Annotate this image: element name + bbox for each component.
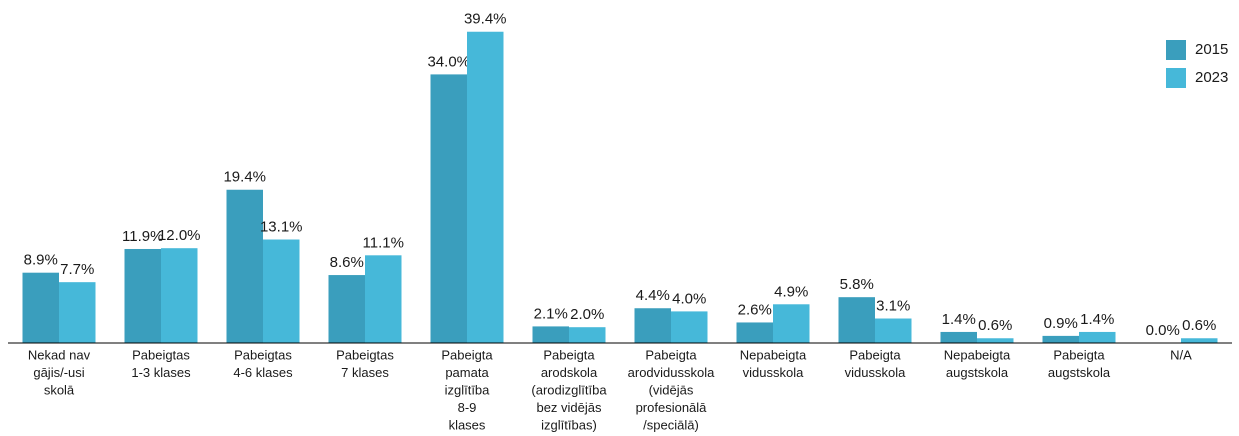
value-label: 3.1%	[876, 297, 910, 314]
bar	[1042, 335, 1079, 343]
x-tick-label: (arodizglītība	[531, 382, 607, 397]
value-label: 34.0%	[427, 53, 470, 70]
x-tick-label: profesionālā	[636, 400, 708, 415]
x-tick-label: izglītība	[445, 382, 491, 397]
bar	[875, 318, 912, 343]
bar	[1181, 338, 1218, 343]
bar	[569, 327, 606, 343]
x-tick-label: Nepabeigta	[740, 347, 807, 362]
x-tick-label: vidusskola	[845, 365, 906, 380]
x-tick-label: augstskola	[1048, 365, 1111, 380]
x-tick-label: Pabeigta	[1053, 347, 1105, 362]
x-tick-label: 1-3 klases	[131, 365, 191, 380]
bar	[430, 74, 467, 344]
x-tick-label: klases	[449, 417, 486, 432]
legend-label: 2015	[1195, 41, 1228, 58]
x-tick-label: Nepabeigta	[944, 347, 1011, 362]
value-label: 7.7%	[60, 261, 94, 278]
bar	[124, 248, 161, 343]
value-label: 12.0%	[158, 227, 201, 244]
bar	[940, 331, 977, 343]
x-tick-label: Pabeigta	[543, 347, 595, 362]
x-tick-label: 4-6 klases	[233, 365, 293, 380]
x-tick-label: Pabeigtas	[132, 347, 190, 362]
value-label: 11.9%	[122, 228, 163, 245]
bar	[736, 322, 773, 343]
value-label: 5.8%	[840, 276, 874, 293]
value-label: 0.6%	[1182, 317, 1216, 334]
value-label: 2.0%	[570, 306, 604, 323]
x-tick-label: Nekad nav	[28, 347, 91, 362]
bar	[838, 297, 875, 343]
x-tick-label: arodvidusskola	[628, 365, 715, 380]
bar	[161, 248, 198, 343]
legend-swatch	[1166, 68, 1186, 88]
bar	[59, 282, 96, 343]
value-label: 1.4%	[1080, 311, 1114, 328]
value-label: 1.4%	[942, 311, 976, 328]
x-tick-label: Pabeigtas	[234, 347, 292, 362]
bar	[263, 239, 300, 343]
legend-swatch	[1166, 40, 1186, 60]
x-tick-label: 7 klases	[341, 365, 389, 380]
bar	[1079, 331, 1116, 343]
x-tick-label: N/A	[1170, 347, 1192, 362]
x-tick-label: gājis/-usi	[33, 365, 84, 380]
value-label: 13.1%	[260, 218, 303, 235]
x-tick-label: Pabeigta	[645, 347, 697, 362]
x-tick-label: (vidējās	[649, 382, 694, 397]
x-tick-label: Pabeigtas	[336, 347, 394, 362]
value-label: 39.4%	[464, 11, 507, 28]
bar	[671, 311, 708, 343]
value-label: 19.4%	[223, 169, 266, 186]
value-label: 2.6%	[738, 301, 772, 318]
legend-label: 2023	[1195, 69, 1228, 86]
x-tick-label: Pabeigta	[849, 347, 901, 362]
x-tick-label: bez vidējās	[536, 400, 602, 415]
value-label: 0.0%	[1146, 322, 1180, 339]
x-tick-label: arodskola	[541, 365, 598, 380]
x-tick-label: vidusskola	[743, 365, 804, 380]
value-label: 0.6%	[978, 317, 1012, 334]
x-tick-label: izglītības)	[541, 417, 597, 432]
x-tick-label: /speciālā)	[643, 417, 699, 432]
x-tick-label: augstskola	[946, 365, 1009, 380]
bar	[532, 326, 569, 343]
x-tick-label: pamata	[445, 365, 489, 380]
bar	[365, 255, 402, 343]
bar	[328, 275, 365, 343]
value-label: 8.6%	[330, 254, 364, 271]
bar	[22, 272, 59, 343]
bar	[634, 308, 671, 343]
value-label: 4.9%	[774, 283, 808, 300]
value-label: 4.0%	[672, 290, 706, 307]
bar	[467, 31, 504, 344]
x-tick-label: 8-9	[458, 400, 477, 415]
bar	[773, 304, 810, 343]
value-label: 11.1%	[363, 234, 404, 251]
value-label: 0.9%	[1044, 315, 1078, 332]
value-label: 8.9%	[24, 252, 58, 269]
x-tick-label: skolā	[44, 382, 75, 397]
bar	[977, 338, 1014, 343]
x-tick-label: Pabeigta	[441, 347, 493, 362]
bar	[226, 189, 263, 343]
value-label: 2.1%	[534, 305, 568, 322]
value-label: 4.4%	[636, 287, 670, 304]
